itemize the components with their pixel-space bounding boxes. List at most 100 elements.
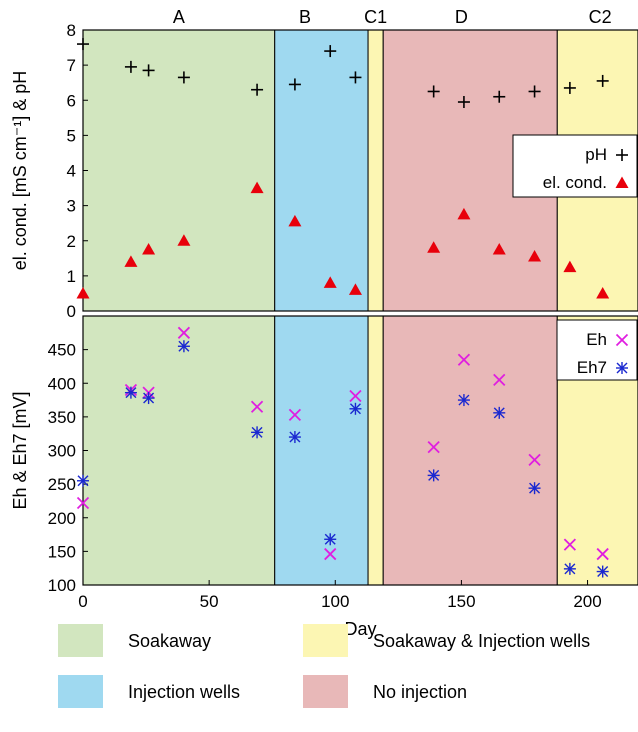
legend-label: Eh7 <box>577 358 607 377</box>
data-point-eh7 <box>142 392 155 405</box>
data-point-eh <box>528 453 541 467</box>
y-tick-label: 6 <box>67 91 76 110</box>
key-label: Soakaway <box>128 631 211 651</box>
data-point-ph <box>616 149 628 161</box>
marker-stroke <box>349 389 362 403</box>
data-point-el-cond <box>348 283 362 295</box>
marker-stroke <box>596 547 609 561</box>
data-point-eh <box>349 389 362 403</box>
phase-band <box>367 29 384 312</box>
data-point-ph <box>288 78 301 91</box>
marker-stroke <box>615 333 629 347</box>
data-point-ph <box>177 71 190 84</box>
key-swatch <box>58 624 103 657</box>
legend-label: el. cond. <box>543 173 607 192</box>
data-point-el-cond <box>528 250 542 262</box>
phase-band <box>367 315 384 586</box>
x-axis-title: Day <box>344 619 376 639</box>
data-point-ph <box>142 64 155 77</box>
phase-label: C2 <box>589 7 612 27</box>
data-point-el-cond <box>76 286 90 299</box>
y-tick-label: 0 <box>67 302 76 321</box>
data-point-ph <box>251 83 264 96</box>
data-point-el-cond <box>563 260 577 273</box>
y-tick-label: 8 <box>67 21 76 40</box>
data-point-eh <box>324 547 337 561</box>
data-point-el-cond <box>596 286 610 299</box>
data-point-eh7 <box>349 402 362 415</box>
data-point-el-cond <box>615 176 629 188</box>
marker-stroke <box>493 373 506 387</box>
legend-label: Eh <box>586 330 607 349</box>
y-tick-label: 2 <box>67 232 76 251</box>
data-point-eh7 <box>493 406 506 419</box>
data-point-ph <box>596 74 609 87</box>
y-tick-label: 400 <box>48 374 76 393</box>
data-point-el-cond <box>288 214 302 227</box>
y-tick-label: 450 <box>48 341 76 360</box>
key-swatch <box>303 624 348 657</box>
data-point-ph <box>493 90 506 103</box>
data-point-eh7 <box>77 474 89 487</box>
data-point-eh7 <box>251 426 264 439</box>
data-point-eh7 <box>177 340 190 353</box>
x-tick-label: 50 <box>200 592 219 611</box>
data-point-ph <box>528 85 541 98</box>
data-point-eh7 <box>563 562 576 575</box>
marker-stroke <box>563 538 577 551</box>
data-point-el-cond <box>427 241 441 253</box>
data-point-el-cond <box>142 243 156 255</box>
data-point-eh7 <box>288 431 301 444</box>
data-point-eh <box>457 353 471 366</box>
data-point-el-cond <box>323 276 337 288</box>
data-point-el-cond <box>250 181 264 194</box>
phase-label: B <box>299 7 311 27</box>
phase-band <box>274 29 369 312</box>
key-label: Injection wells <box>128 682 240 702</box>
y-tick-label: 150 <box>48 542 76 561</box>
x-tick-label: 150 <box>447 592 475 611</box>
marker-stroke <box>250 400 264 413</box>
y-tick-label: 4 <box>67 162 76 181</box>
data-point-eh <box>493 373 506 387</box>
data-point-eh7 <box>324 533 337 546</box>
data-point-el-cond <box>177 234 191 246</box>
data-point-eh7 <box>427 469 440 482</box>
marker-stroke <box>76 496 90 510</box>
y-tick-label: 5 <box>67 126 76 145</box>
data-point-ph <box>457 96 470 109</box>
key-swatch <box>303 675 348 708</box>
y-tick-label: 350 <box>48 408 76 427</box>
y-axis-title: Eh & Eh7 [mV] <box>10 391 30 509</box>
data-point-ph <box>324 45 337 58</box>
y-tick-label: 100 <box>48 576 76 595</box>
y-tick-label: 7 <box>67 56 76 75</box>
data-point-eh7 <box>124 386 137 399</box>
marker-stroke <box>528 453 541 467</box>
data-point-ph <box>563 81 576 94</box>
data-point-el-cond <box>457 207 471 220</box>
y-axis-title: el. cond. [mS cm⁻¹] & pH <box>10 71 30 271</box>
phase-color-key: Soakaway Soakaway & Injection wells Inject… <box>58 624 590 708</box>
key-swatch <box>58 675 103 708</box>
x-tick-label: 100 <box>321 592 349 611</box>
data-point-eh7 <box>528 482 541 495</box>
data-point-eh7 <box>596 565 609 578</box>
data-point-el-cond <box>492 243 506 255</box>
phase-label: A <box>173 7 185 27</box>
y-tick-label: 200 <box>48 509 76 528</box>
phase-band <box>82 29 276 312</box>
phase-band <box>382 315 558 586</box>
marker-stroke <box>457 353 471 366</box>
data-point-eh <box>427 441 440 454</box>
phase-label: D <box>455 7 468 27</box>
marker-stroke <box>324 547 337 561</box>
key-label: No injection <box>373 682 467 702</box>
marker-stroke <box>288 408 302 421</box>
data-point-eh7 <box>457 394 470 407</box>
data-point-el-cond <box>124 255 138 267</box>
y-tick-label: 300 <box>48 442 76 461</box>
bottom-panel: 100 150 200 250 300 350 400 450 Eh & Eh7 [mV] 0 50… <box>10 315 638 639</box>
y-tick-label: 1 <box>67 267 76 286</box>
